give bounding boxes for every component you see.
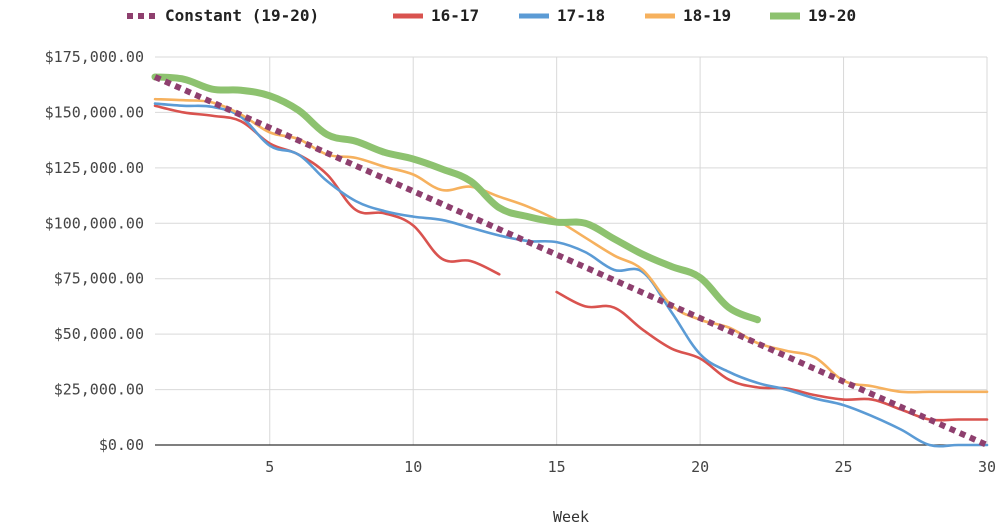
y-tick-label: $25,000.00 <box>54 381 144 399</box>
x-tick-label: 25 <box>835 458 853 476</box>
series-line-1 <box>555 290 989 422</box>
series-line-4 <box>151 73 761 324</box>
x-tick-label: 20 <box>691 458 709 476</box>
legend-label: 16-17 <box>431 6 479 25</box>
series-line-2 <box>153 102 989 448</box>
series-line-0 <box>153 74 989 448</box>
legend-label: Constant (19-20) <box>165 6 319 25</box>
grid-lines <box>155 56 988 446</box>
series-line-1 <box>153 104 501 276</box>
x-axis-ticks: 5 10 15 20 25 30 <box>265 458 996 476</box>
series-line-3 <box>153 97 989 394</box>
y-axis-ticks: $0.00 $25,000.00 $50,000.00 $75,000.00 $100,… <box>45 48 144 454</box>
legend-label: 17-18 <box>557 6 605 25</box>
x-tick-label: 30 <box>978 458 996 476</box>
legend-label: 18-19 <box>683 6 731 25</box>
y-tick-label: $0.00 <box>99 436 144 454</box>
x-tick-label: 10 <box>404 458 422 476</box>
legend-label: 19-20 <box>808 6 856 25</box>
x-tick-label: 15 <box>548 458 566 476</box>
y-tick-label: $75,000.00 <box>54 270 144 288</box>
series-lines <box>151 73 989 448</box>
x-axis-title: Week <box>553 508 589 526</box>
y-tick-label: $150,000.00 <box>45 103 144 121</box>
y-tick-label: $175,000.00 <box>45 48 144 66</box>
x-tick-label: 5 <box>265 458 274 476</box>
y-tick-label: $125,000.00 <box>45 159 144 177</box>
y-tick-label: $50,000.00 <box>54 325 144 343</box>
legend: Constant (19-20) 16-17 17-18 18-19 19-20 <box>127 6 856 25</box>
y-tick-label: $100,000.00 <box>45 214 144 232</box>
